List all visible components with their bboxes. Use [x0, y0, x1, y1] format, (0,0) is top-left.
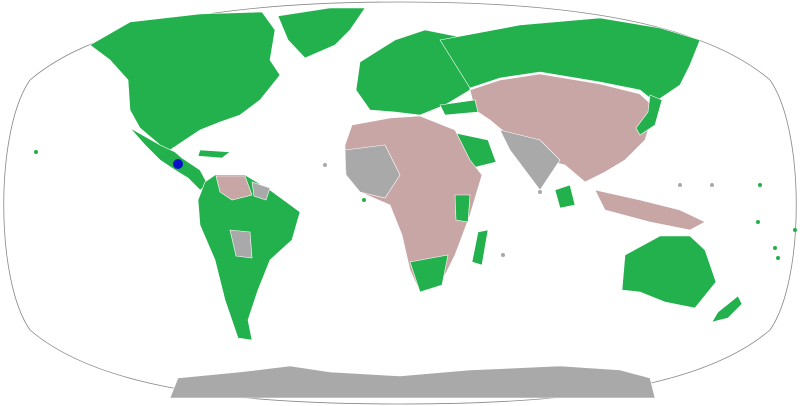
- caribbean: [197, 149, 231, 159]
- island-marker: [678, 183, 682, 187]
- southeast-asia: [594, 189, 706, 231]
- island-marker: [362, 198, 366, 202]
- australia: [621, 235, 717, 309]
- island-marker: [538, 190, 542, 194]
- island-marker: [323, 163, 327, 167]
- north-america: [89, 11, 281, 151]
- west-africa: [344, 144, 401, 199]
- island-marker: [756, 220, 760, 224]
- south-africa: [409, 254, 449, 293]
- japan-korea: [635, 94, 663, 136]
- kenya: [454, 194, 471, 223]
- island-marker: [776, 256, 780, 260]
- island-marker: [710, 183, 714, 187]
- island-marker: [773, 246, 777, 250]
- island-marker: [34, 150, 38, 154]
- greenland: [277, 7, 366, 59]
- island-marker: [793, 228, 797, 232]
- island-marker: [758, 183, 762, 187]
- bolivia: [229, 229, 253, 259]
- asia: [469, 73, 656, 183]
- island-marker: [501, 253, 505, 257]
- guianas: [251, 181, 271, 201]
- madagascar: [471, 229, 489, 266]
- map-outline: [3, 1, 797, 405]
- new-zealand: [711, 295, 743, 323]
- malaysia: [554, 184, 576, 209]
- guatemala-el-salvador: [173, 159, 183, 169]
- turkey: [439, 99, 479, 116]
- antarctica: [169, 365, 656, 399]
- venezuela: [215, 175, 253, 201]
- russia: [439, 17, 701, 103]
